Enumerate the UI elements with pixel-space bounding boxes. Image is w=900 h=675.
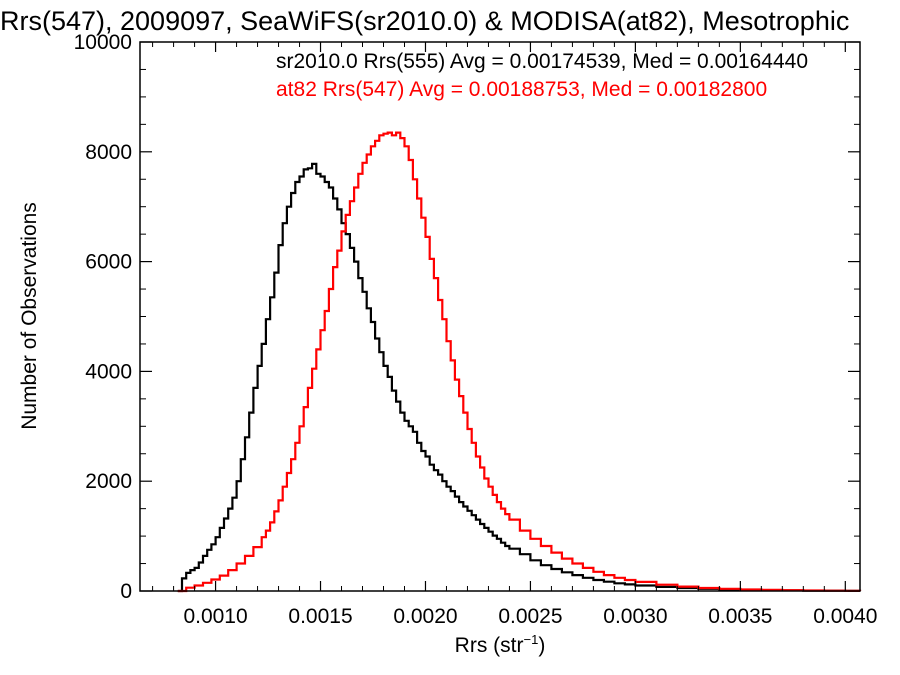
- y-tick-label: 6000: [85, 251, 132, 274]
- series-line-sr2010.0: [177, 162, 862, 593]
- legend-entry-sr2010: sr2010.0 Rrs(555) Avg = 0.00174539, Med …: [276, 50, 808, 73]
- series-line-at82: [177, 131, 862, 593]
- y-axis-label: Number of Observations: [18, 202, 41, 430]
- y-tick-label: 0: [120, 580, 132, 603]
- x-tick-label: 0.0010: [183, 605, 247, 628]
- x-axis-label-sup: −1: [524, 632, 539, 647]
- x-axis-ticks: 0.0010 0.0015 0.0020 0.0025 0.0030 0.0035 0.00…: [152, 42, 877, 628]
- x-tick-label: 0.0025: [498, 605, 562, 628]
- x-axis-label-close: ): [538, 634, 545, 657]
- chart-title: Rrs(547), 2009097, SeaWiFS(sr2010.0) & M…: [0, 6, 849, 36]
- y-tick-label: 4000: [85, 360, 132, 383]
- x-tick-label: 0.0030: [603, 605, 667, 628]
- legend-entry-at82: at82 Rrs(547) Avg = 0.00188753, Med = 0.…: [276, 78, 767, 101]
- series-layer: [177, 131, 862, 593]
- x-axis-label-main: Rrs (str: [455, 634, 524, 657]
- y-tick-label: 8000: [85, 141, 132, 164]
- x-axis-label: Rrs (str−1): [455, 632, 546, 657]
- x-tick-label: 0.0035: [708, 605, 772, 628]
- y-axis-ticks: 0 2000 4000 6000 8000 10000: [74, 31, 860, 603]
- x-tick-label: 0.0040: [813, 605, 877, 628]
- x-tick-label: 0.0015: [288, 605, 352, 628]
- x-tick-label: 0.0020: [393, 605, 457, 628]
- y-tick-label: 10000: [74, 31, 132, 54]
- y-tick-label: 2000: [85, 470, 132, 493]
